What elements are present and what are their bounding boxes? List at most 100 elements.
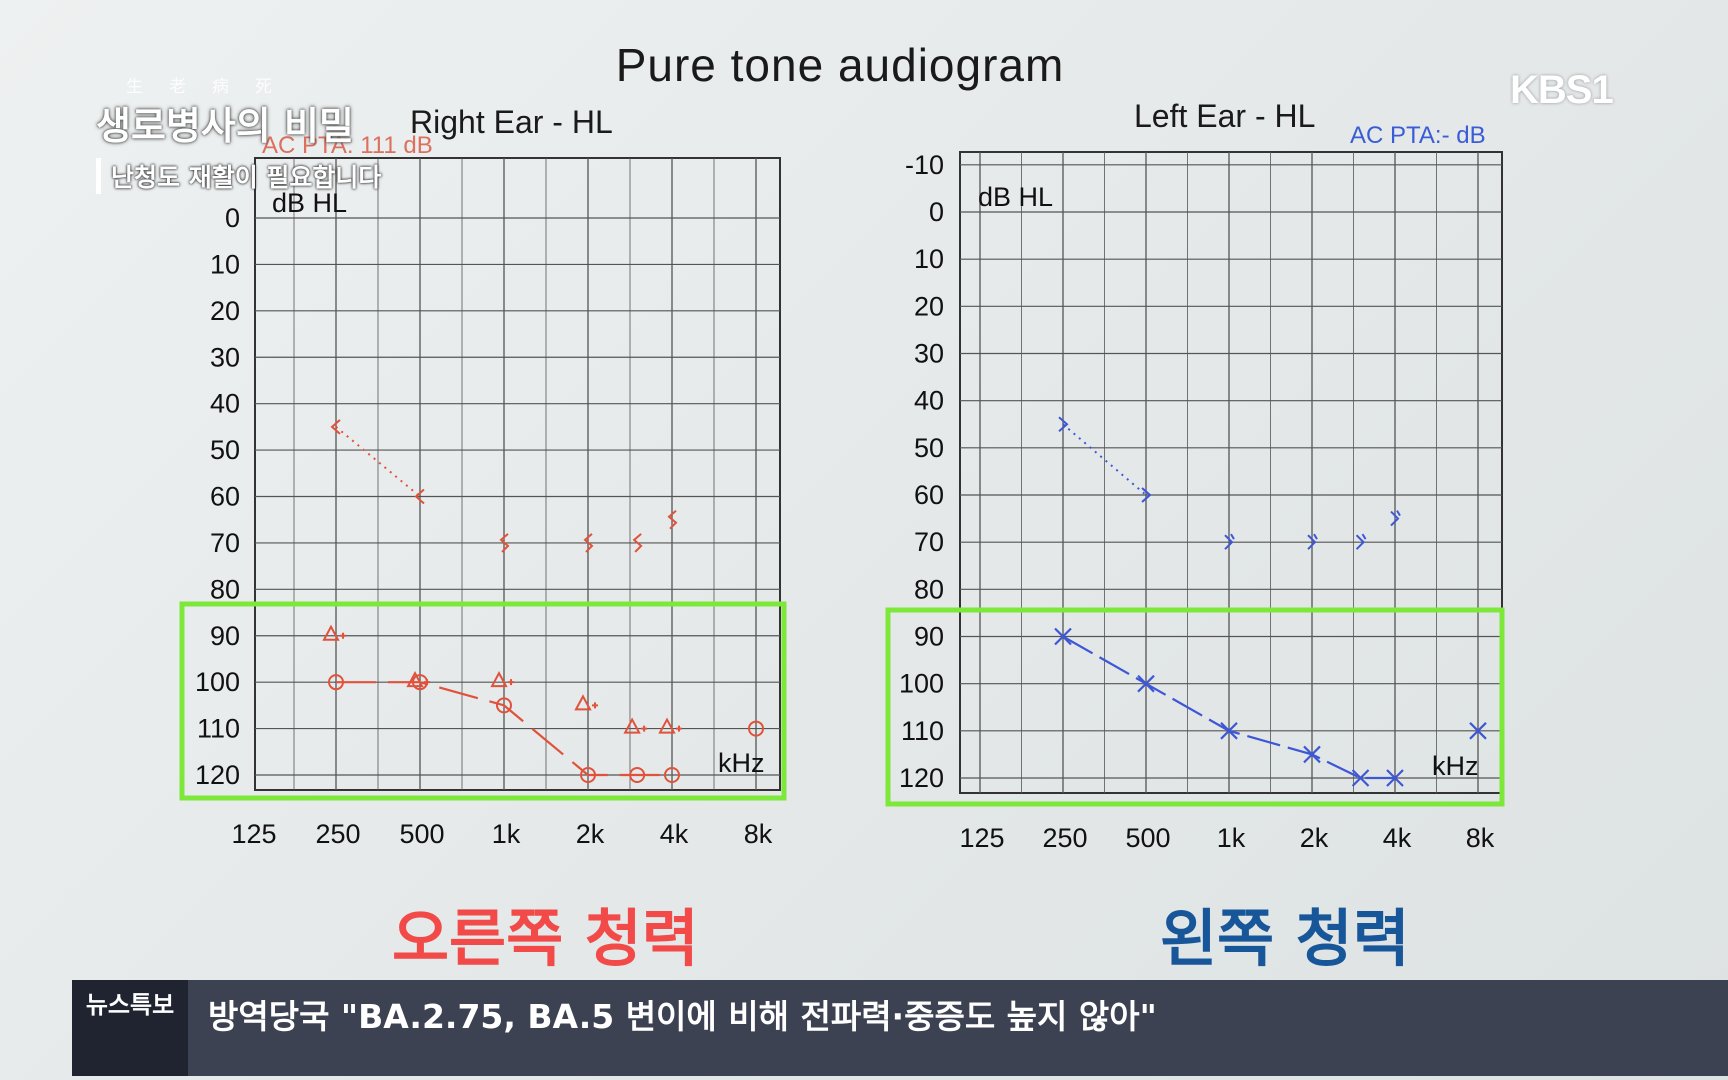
left-y-tick-label: 50 [914, 433, 944, 463]
left-y-tick-label: 120 [899, 763, 944, 793]
left-bc-masked-marker [1355, 533, 1367, 550]
left-ac-marker [1469, 722, 1487, 740]
left-x-tick-label: 2k [1300, 823, 1329, 853]
left-y-tick-label: -10 [905, 150, 944, 180]
left-y-tick-label: 100 [899, 669, 944, 699]
right-ac-marker [629, 767, 646, 783]
left-x-tick-label: 1k [1217, 823, 1246, 853]
left-bc-masked-marker [1224, 533, 1235, 550]
left-ac-marker [1054, 627, 1072, 646]
right-y-tick-label: 50 [210, 435, 240, 465]
left-series-line [1062, 635, 1395, 780]
left-x-tick-label: 4k [1383, 823, 1412, 853]
left-x-tick-label: 500 [1125, 823, 1170, 853]
left-highlight-box [885, 607, 1505, 807]
left-x-tick-label: 8k [1466, 823, 1495, 853]
right-y-axis-label: dB HL [272, 188, 347, 218]
right-x-unit-label: kHz [718, 748, 765, 778]
right-x-tick-label: 125 [231, 819, 276, 849]
right-y-tick-label: 110 [197, 714, 240, 744]
right-masked-marker [658, 717, 682, 734]
right-x-tick-label: 500 [399, 819, 444, 849]
right-ac-marker [496, 697, 512, 714]
left-bc-marker [1058, 416, 1069, 433]
left-y-tick-label: 90 [914, 622, 944, 652]
right-masked-marker [322, 624, 346, 641]
left-y-axis-label: dB HL [978, 182, 1053, 212]
right-ac-marker [748, 720, 764, 737]
left-ac-marker [1386, 769, 1404, 787]
left-y-tick-label: 80 [914, 574, 944, 604]
left-x-unit-label: kHz [1432, 751, 1479, 781]
left-bc-marker [1141, 487, 1152, 503]
left-y-tick-label: 20 [914, 291, 944, 321]
left-ear-chart: -10 0 10 20 30 40 50 60 70 80 90 100 110 120 125 250 500… [885, 150, 1505, 853]
left-ac-marker [1220, 722, 1238, 740]
right-y-tick-label: 20 [210, 296, 240, 326]
left-ac-marker [1303, 745, 1321, 764]
right-bc-masked-marker [499, 533, 510, 553]
left-x-tick-label: 250 [1042, 823, 1087, 853]
right-masked-marker [623, 717, 648, 734]
left-y-tick-label: 110 [901, 716, 944, 746]
right-bc-marker [330, 419, 341, 435]
right-x-tick-label: 8k [744, 819, 773, 849]
left-y-tick-label: 10 [914, 244, 944, 274]
left-y-tick-label: 30 [914, 339, 944, 369]
right-bc-masked-marker [632, 533, 643, 553]
right-y-tick-label: 40 [210, 389, 240, 419]
right-y-tick-label: 10 [210, 249, 240, 279]
right-ear-title: Right Ear - HL [410, 104, 613, 140]
left-hearing-caption: 왼쪽 청력 [1160, 902, 1410, 975]
right-y-tick-label: 30 [210, 342, 240, 372]
left-ac-marker [1351, 769, 1370, 787]
left-plot-frame [959, 151, 1503, 794]
right-y-tick-label: 70 [210, 528, 240, 558]
right-ear-chart: 0 10 20 30 40 50 60 70 80 90 100 110 120 125 250 500 1k 2… [179, 157, 787, 849]
right-x-tick-label: 1k [492, 819, 521, 849]
right-x-tick-label: 4k [660, 819, 689, 849]
right-ac-marker [328, 674, 344, 691]
right-x-tick-label: 2k [576, 819, 605, 849]
right-y-tick-label: 0 [225, 203, 240, 233]
left-y-tick-label: 70 [914, 527, 944, 557]
ticker-label: 뉴스특보 [72, 980, 188, 1076]
left-y-tick-label: 40 [914, 386, 944, 416]
show-hanja: 生老病死 [126, 77, 298, 97]
right-y-tick-label: 100 [195, 667, 240, 697]
show-logo: 生老病死 생로병사의 비밀 [96, 72, 436, 150]
show-title: 생로병사의 비밀 [96, 103, 354, 148]
left-x-tick-label: 125 [959, 823, 1004, 853]
right-plot-frame [254, 157, 781, 791]
news-ticker: 뉴스특보 방역당국 "BA.2.75, BA.5 변이에 비해 전파력·중증도 … [72, 980, 1728, 1076]
left-bc-masked-marker [1307, 533, 1318, 550]
right-masked-marker [574, 694, 598, 711]
right-bc-masked-marker [667, 509, 678, 530]
right-y-tick-label: 120 [195, 760, 240, 790]
audiogram-title: Pure tone audiogram [615, 39, 1065, 91]
right-ac-marker [580, 767, 596, 783]
right-highlight-box [179, 601, 787, 801]
right-masked-marker [490, 671, 514, 688]
right-hearing-caption: 오른쪽 청력 [392, 902, 699, 975]
right-y-tick-label: 90 [210, 621, 240, 651]
right-x-tick-label: 250 [315, 819, 360, 849]
right-ac-marker [664, 767, 680, 783]
right-y-tick-label: 80 [210, 574, 240, 604]
left-pta-annotation: AC PTA:- dB [1350, 122, 1486, 149]
right-masked-marker [406, 671, 430, 688]
channel-logo: KBS1 [1510, 68, 1614, 112]
left-bc-masked-marker [1390, 510, 1401, 527]
right-series-line [336, 681, 672, 777]
right-pta-annotation: AC PTA: 111 dB [262, 132, 433, 159]
ticker-headline: 방역당국 "BA.2.75, BA.5 변이에 비해 전파력·중증도 높지 않아… [208, 997, 1157, 1036]
left-y-tick-label: 0 [929, 197, 944, 227]
right-bc-masked-marker [583, 533, 594, 553]
right-bc-marker [414, 488, 425, 505]
show-subtitle: 난청도 재활이 필요합니다 [96, 158, 381, 194]
left-ac-marker [1137, 674, 1155, 693]
left-ear-title: Left Ear - HL [1134, 98, 1316, 134]
left-y-tick-label: 60 [914, 480, 944, 510]
right-y-tick-label: 60 [210, 482, 240, 512]
